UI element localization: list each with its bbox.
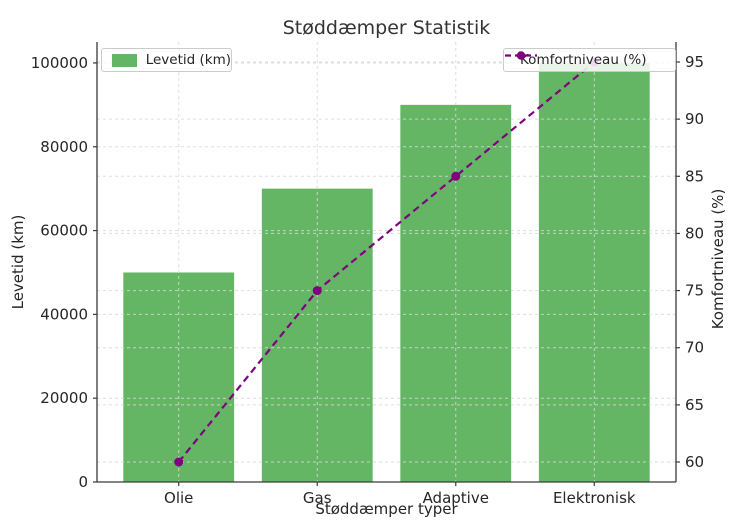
legend-komfortniveau: Komfortniveau (%): [503, 48, 676, 72]
right-axis-label: Komfortniveau (%): [709, 188, 727, 330]
line-marker-gas: [312, 286, 322, 296]
right-tick-label: 90: [685, 110, 704, 128]
left-tick-label: 40000: [40, 305, 88, 323]
bar-swatch-icon: [112, 53, 137, 67]
x-axis-label: Støddæmper typer: [315, 500, 458, 518]
right-tick-label: 75: [685, 282, 704, 300]
line-marker-adaptive: [451, 171, 461, 181]
legend-levetid: Levetid (km): [101, 48, 232, 72]
right-tick-label: 60: [685, 453, 704, 471]
right-tick-label: 65: [685, 396, 704, 414]
category-label-olie: Olie: [164, 489, 193, 507]
chart-title: Støddæmper Statistik: [282, 17, 491, 39]
komfortniveau-line: [177, 61, 595, 463]
left-axis-label: Levetid (km): [9, 214, 27, 310]
left-tick-label: 80000: [40, 138, 88, 156]
right-tick-label: 95: [685, 53, 704, 71]
category-label-gas: Gas: [303, 489, 332, 507]
bar-adaptive: [400, 104, 512, 482]
right-tick-label: 70: [685, 339, 704, 357]
legend-komfortniveau-label: Komfortniveau (%): [520, 52, 647, 68]
category-label-elektronisk: Elektronisk: [553, 489, 636, 507]
left-tick-label: 60000: [40, 222, 88, 240]
category-label-adaptive: Adaptive: [423, 489, 489, 507]
legend-levetid-label: Levetid (km): [145, 52, 231, 68]
right-tick-label: 80: [685, 224, 704, 242]
line-marker-olie: [174, 457, 184, 467]
left-tick-label: 20000: [40, 389, 88, 407]
left-tick-label: 0: [78, 473, 88, 491]
right-tick-label: 85: [685, 167, 704, 185]
left-tick-label: 100000: [31, 54, 88, 72]
